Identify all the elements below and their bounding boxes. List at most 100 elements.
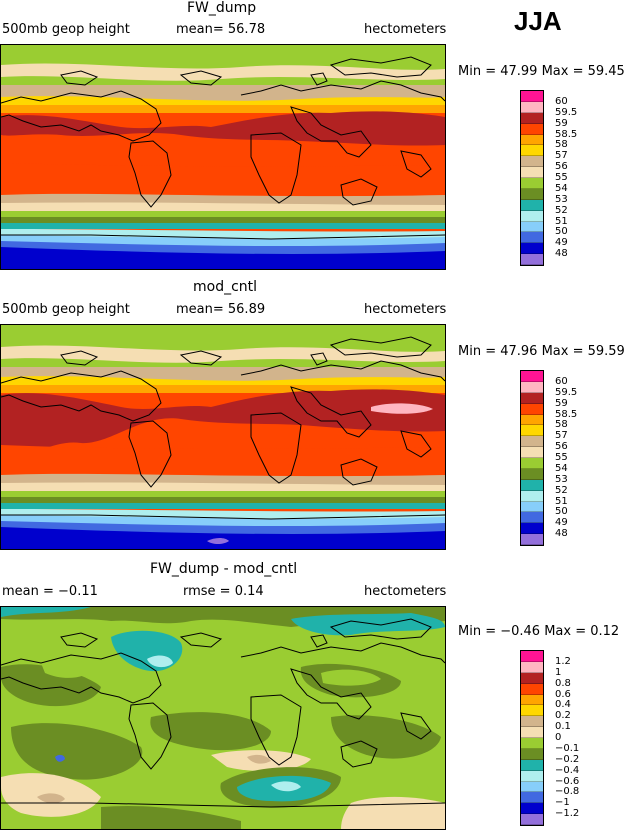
colorbar-swatch [521,770,543,782]
colorbar-label: 59 [555,397,568,409]
colorbar-label: 54 [555,462,568,474]
colorbar-swatch [521,716,543,728]
colorbar-label: 57 [555,150,568,162]
colorbar-swatch [521,814,543,825]
colorbar-label: 0.1 [555,721,571,733]
colorbar-swatch [521,672,543,684]
colorbar-swatch [521,705,543,717]
colorbar-swatch [521,91,543,102]
colorbar-swatch [521,112,543,124]
panel2-mean: mean= 56.89 [176,302,266,317]
colorbar-swatch [521,210,543,222]
panel2-map [0,324,446,550]
colorbar-label: 56 [555,161,568,173]
colorbar-label: 58 [555,419,568,431]
colorbar-label: 59.5 [555,386,578,398]
colorbar-swatch [521,123,543,135]
panel1-title: FW_dump [187,0,257,16]
colorbar-swatch [521,232,543,244]
colorbar-swatch [521,748,543,760]
colorbar-label: −0.8 [555,786,580,798]
panel2-variable: 500mb geop height [2,302,130,317]
colorbar-swatch [521,683,543,695]
colorbar-swatch [521,523,543,535]
colorbar-swatch [521,490,543,502]
colorbar-swatch [521,199,543,211]
colorbar-swatch [521,512,543,524]
colorbar-swatch [521,534,543,545]
colorbar-label: 50 [555,506,568,518]
colorbar-swatch [521,381,543,393]
colorbar-swatch [521,803,543,815]
colorbar-swatch [521,243,543,255]
colorbar-label: 53 [555,473,568,485]
colorbar-swatch [521,371,543,382]
colorbar-label: 58.5 [555,408,578,420]
colorbar-swatch [521,167,543,178]
colorbar-swatch [521,781,543,793]
panel2-units: hectometers [364,302,447,317]
colorbar-swatch [521,156,543,168]
colorbar-swatch [521,178,543,189]
colorbar-label: −1 [555,797,570,809]
colorbar-swatch [521,501,543,513]
colorbar-label: 1 [555,666,562,678]
panel2-colorbar: 60 59.5 59 58.5 58 57 56 55 54 53 52 51 50 49 48 [520,370,577,546]
colorbar-label: 58.5 [555,128,578,140]
colorbar-swatch [521,134,543,146]
panel3-map [0,606,446,830]
colorbar-label: 52 [555,204,568,216]
colorbar-label: 0.2 [555,710,571,722]
colorbar-label: 54 [555,182,568,194]
colorbar-label: 55 [555,452,568,463]
colorbar-label: 59 [555,117,568,129]
panel1-variable: 500mb geop height [2,22,130,37]
colorbar-label: 49 [555,237,568,249]
colorbar-label: 1.2 [555,655,571,667]
colorbar-label: 55 [555,172,568,183]
colorbar-label: 49 [555,517,568,529]
colorbar-swatch [521,727,543,738]
colorbar-label: 48 [555,248,568,260]
colorbar-label: 0 [555,732,562,743]
panel3-colorbar: 1.2 1 0.8 0.6 0.4 0.2 0.1 0 −0.1 −0.2 −0.4 −0.6 −0.8… [520,650,579,826]
panel1-map [0,44,446,270]
colorbar-label: 51 [555,215,568,227]
panel2-title: mod_cntl [193,279,258,295]
colorbar-swatch [521,447,543,458]
colorbar-swatch [521,651,543,662]
panel3-mean: mean = −0.11 [2,584,98,599]
colorbar-label: 59.5 [555,106,578,118]
colorbar-swatch [521,101,543,113]
season-label: JJA [514,6,562,36]
colorbar-label: 57 [555,430,568,442]
colorbar-swatch [521,694,543,706]
panel1-colorbar: 60 59.5 59 58.5 58 57 56 55 54 53 52 51 50 49 48 [520,90,577,266]
colorbar-label: 0.8 [555,677,571,689]
colorbar-swatch [521,221,543,233]
colorbar-swatch [521,188,543,200]
colorbar-swatch [521,792,543,804]
colorbar-label: −1.2 [555,808,580,820]
colorbar-swatch [521,436,543,448]
colorbar-label: −0.6 [555,775,580,787]
colorbar-label: 48 [555,528,568,540]
colorbar-swatch [521,458,543,469]
panel3-units: hectometers [364,584,447,599]
colorbar-swatch [521,738,543,749]
panel2-minmax: Min = 47.96 Max = 59.59 [458,344,625,359]
colorbar-swatch [521,403,543,415]
colorbar-label: 58 [555,139,568,151]
colorbar-label: −0.1 [555,742,580,754]
panel3-minmax: Min = −0.46 Max = 0.12 [458,624,620,639]
colorbar-label: 0.6 [555,688,571,700]
colorbar-swatch [521,425,543,437]
colorbar-label: 53 [555,193,568,205]
panel1-units: hectometers [364,22,447,37]
colorbar-swatch [521,254,543,265]
panel1-mean: mean= 56.78 [176,22,266,37]
colorbar-swatch [521,392,543,404]
colorbar-label: 0.4 [555,699,571,711]
colorbar-swatch [521,479,543,491]
colorbar-label: 51 [555,495,568,507]
